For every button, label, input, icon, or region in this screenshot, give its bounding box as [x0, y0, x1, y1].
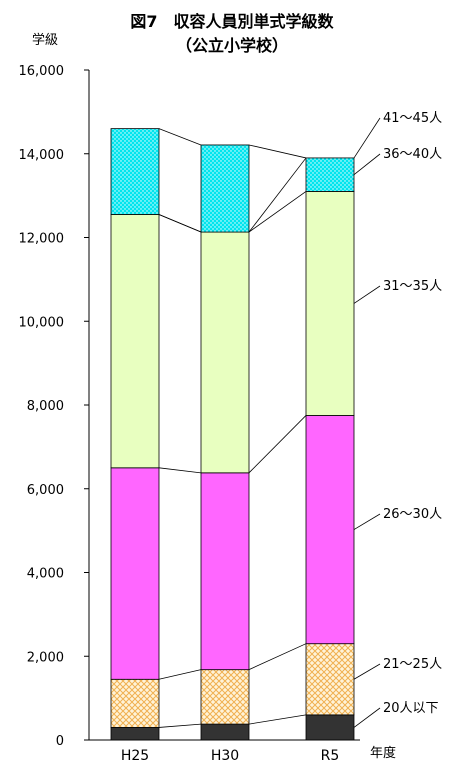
y-tick-label: 4,000 [27, 567, 64, 582]
bar-segment [305, 191, 355, 416]
y-axis-label: 学級 [32, 32, 58, 48]
connector-line [248, 157, 307, 233]
bar-segment [110, 214, 160, 469]
series-label: 20人以下 [383, 701, 439, 716]
y-tick-label: 8,000 [27, 399, 64, 414]
leader-line [353, 513, 381, 530]
y-ticks: 0 2,000 4,000 6,000 8,000 10,000 12,000 14,000 1… [19, 64, 89, 749]
leader-line [353, 707, 381, 728]
bar-segment [200, 669, 250, 725]
series-label: 41～45人 [383, 111, 442, 126]
connector-line [158, 214, 202, 233]
x-axis-label: 年度 [370, 745, 396, 761]
bar-segment [110, 128, 160, 215]
connector-line [248, 144, 307, 159]
x-tick-label: H25 [121, 748, 149, 762]
bar-segment [110, 678, 160, 728]
y-tick-label: 6,000 [27, 483, 64, 498]
series-labels: 20人以下 21～25人 26～30人 31～35人 36～40人 41～45人 [353, 111, 442, 728]
connector-line [248, 643, 307, 671]
bar-segment [110, 727, 160, 741]
bars [110, 128, 355, 741]
connector-line [248, 191, 307, 233]
y-tick-label: 0 [56, 734, 64, 749]
connector-lines [158, 128, 307, 728]
bar-segment [200, 723, 250, 741]
connector-line [158, 128, 202, 146]
bar-segment [305, 157, 355, 192]
y-tick-label: 16,000 [19, 64, 65, 79]
series-label: 31～35人 [383, 279, 442, 294]
chart-subtitle: （公立小学校） [176, 36, 288, 55]
chart-title: 図7 収容人員別単式学級数 [130, 12, 334, 31]
bar-segment [305, 415, 355, 645]
bar-segment [305, 643, 355, 716]
bar-segment [110, 467, 160, 680]
leader-line [353, 663, 381, 680]
y-tick-label: 12,000 [19, 232, 65, 247]
connector-line [158, 467, 202, 474]
bar-segment [305, 714, 355, 741]
leader-line [353, 153, 381, 176]
bar-segment [200, 472, 250, 671]
bar-segment [200, 231, 250, 474]
leader-line [353, 117, 381, 159]
connector-line [158, 723, 202, 728]
x-tick-labels: H25 H30 R5 [121, 748, 339, 762]
y-tick-label: 2,000 [27, 650, 64, 665]
bar-segment [200, 144, 250, 233]
series-label: 26～30人 [383, 507, 442, 522]
x-tick-label: R5 [321, 748, 340, 762]
connector-line [248, 415, 307, 474]
connector-line [158, 669, 202, 680]
connector-line [248, 714, 307, 725]
series-label: 21～25人 [383, 657, 442, 672]
series-label: 36～40人 [383, 147, 442, 162]
y-tick-label: 10,000 [19, 315, 65, 330]
y-tick-label: 14,000 [19, 148, 65, 163]
x-tick-label: H30 [211, 748, 239, 762]
leader-line [353, 285, 381, 304]
